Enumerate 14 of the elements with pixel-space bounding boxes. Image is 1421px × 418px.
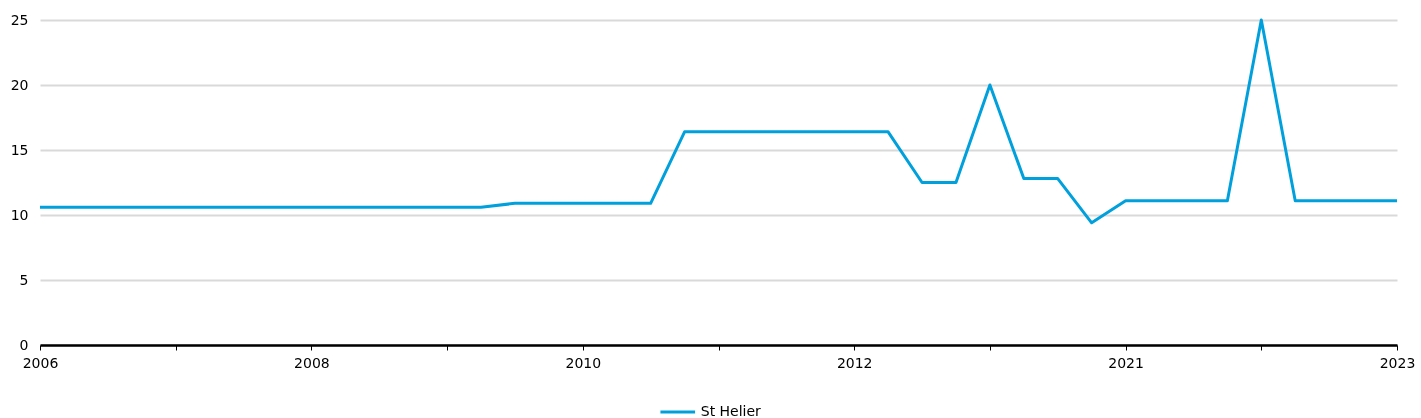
y-tick-label: 5 <box>19 271 29 288</box>
line-series <box>38 18 1399 225</box>
x-tick-label: 2006 <box>22 354 59 371</box>
x-tick-label: 2021 <box>1108 354 1144 371</box>
y-tick-label: 10 <box>10 206 29 223</box>
x-tick-label: 2010 <box>565 354 602 371</box>
x-tick-label: 2008 <box>294 354 330 371</box>
y-tick-label: 20 <box>10 76 29 93</box>
legend-label: St Helier <box>700 403 762 418</box>
y-tick-label: 25 <box>10 11 29 28</box>
x-tick-label: 2023 <box>1379 354 1416 371</box>
x-tick-label: 2012 <box>836 354 873 371</box>
y-tick-label: 0 <box>19 336 29 353</box>
y-tick-label: 15 <box>10 141 29 158</box>
